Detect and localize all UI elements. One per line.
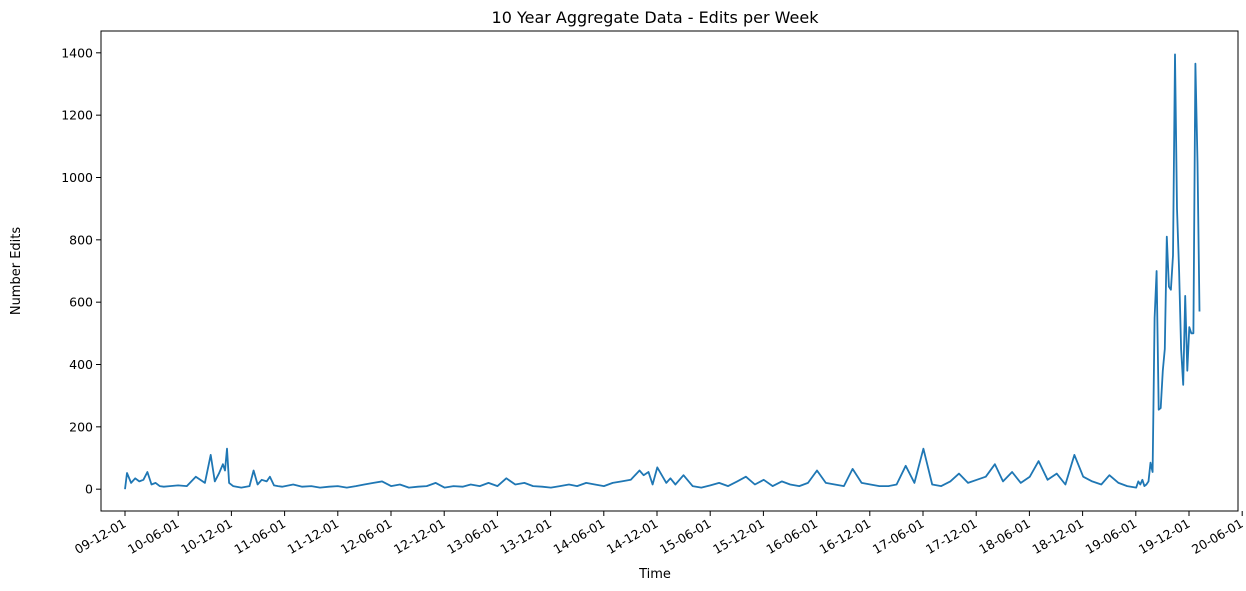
x-tick-label: 17-12-01: [923, 516, 980, 557]
x-tick-label: 13-06-01: [444, 516, 501, 557]
y-tick-label: 1200: [61, 108, 93, 123]
y-tick-label: 1400: [61, 45, 93, 60]
x-tick-label: 16-06-01: [763, 516, 820, 557]
x-tick-label: 18-06-01: [976, 516, 1033, 557]
chart-title: 10 Year Aggregate Data - Edits per Week: [492, 8, 820, 27]
x-tick-label: 09-12-01: [72, 516, 129, 557]
x-tick-label: 10-06-01: [125, 516, 182, 557]
x-tick-label: 11-06-01: [231, 516, 288, 557]
x-axis-label: Time: [638, 567, 671, 582]
x-tick-label: 12-12-01: [391, 516, 448, 557]
x-tick-label: 12-06-01: [338, 516, 395, 557]
x-tick-label: 20-06-01: [1189, 516, 1246, 557]
y-axis: 0 200 400 600 800 1000 1200 1400: [61, 45, 101, 497]
x-tick-label: 11-12-01: [285, 516, 342, 557]
y-tick-label: 0: [85, 482, 93, 497]
x-tick-label: 16-12-01: [817, 516, 874, 557]
x-axis: 09-12-0110-06-0110-12-0111-06-0111-12-01…: [72, 511, 1246, 557]
y-axis-label: Number Edits: [9, 227, 24, 316]
plot-area-frame: [100, 30, 1239, 512]
x-tick-label: 13-12-01: [497, 516, 554, 557]
y-tick-label: 800: [69, 232, 93, 247]
x-tick-label: 10-12-01: [178, 516, 235, 557]
y-tick-label: 400: [69, 357, 93, 372]
x-tick-label: 14-12-01: [604, 516, 661, 557]
y-tick-label: 200: [69, 419, 93, 434]
x-tick-label: 19-12-01: [1136, 516, 1193, 557]
y-tick-label: 1000: [61, 170, 93, 185]
x-tick-label: 19-06-01: [1083, 516, 1140, 557]
x-tick-label: 17-06-01: [870, 516, 927, 557]
x-tick-label: 14-06-01: [551, 516, 608, 557]
y-tick-label: 600: [69, 295, 93, 310]
x-tick-label: 15-12-01: [710, 516, 767, 557]
x-tick-label: 18-12-01: [1029, 516, 1086, 557]
series-line: [124, 53, 1201, 490]
x-tick-label: 15-06-01: [657, 516, 714, 557]
